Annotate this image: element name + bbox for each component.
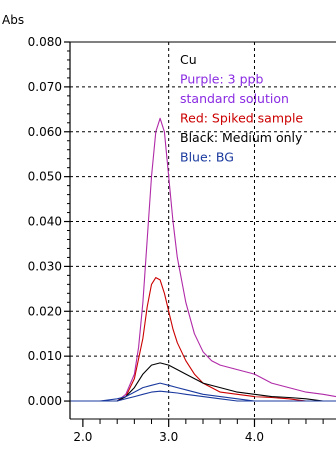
y-tick-label: 0.050: [28, 170, 62, 184]
y-tick-label: 0.080: [28, 35, 62, 49]
legend-entry: Cu: [180, 52, 197, 67]
x-tick-label: 2.0: [73, 430, 92, 444]
y-tick-label: 0.040: [28, 215, 62, 229]
legend-entry: Purple: 3 ppb: [180, 72, 263, 87]
legend-entry: Red: Spiked sample: [180, 111, 303, 126]
legend: Cu Purple: 3 ppb standard solution Red: Spi…: [180, 52, 303, 165]
y-tick-label: 0.060: [28, 125, 62, 139]
x-tick-label: 3.0: [159, 430, 178, 444]
legend-entry: standard solution: [180, 91, 289, 106]
y-tick-label: 0.030: [28, 259, 62, 273]
y-tick-label: 0.070: [28, 80, 62, 94]
y-tick-label: 0.010: [28, 349, 62, 363]
legend-entry: Black: Medium only: [180, 130, 303, 145]
y-tick-label: 0.020: [28, 304, 62, 318]
y-axis-label: Abs: [2, 13, 24, 27]
y-tick-label: 0.000: [28, 394, 62, 408]
series-line-2: [70, 363, 336, 401]
x-tick-label: 4.0: [245, 430, 264, 444]
legend-entry: Blue: BG: [180, 150, 234, 165]
